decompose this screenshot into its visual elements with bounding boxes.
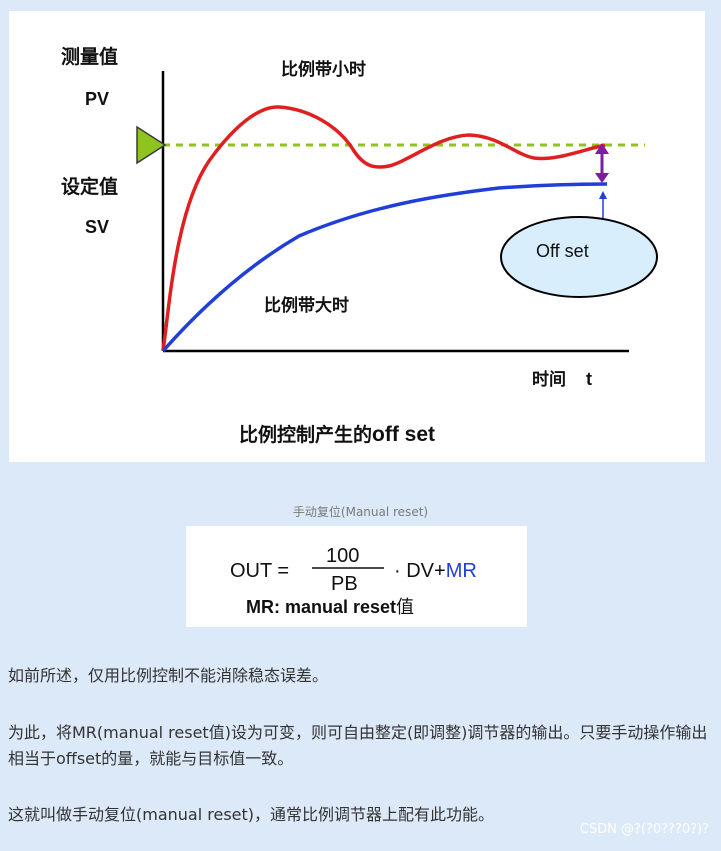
x-axis-symbol: t [586,369,592,389]
large-pb-label: 比例带大时 [264,295,349,316]
figure-caption: 手动复位(Manual reset) [292,505,429,519]
offset-arrow-up-icon [595,143,609,154]
offset-figure: 测量值 PV 设定值 SV 比例带小时 比例带大时 Off set 时间 t 比… [9,11,705,462]
y-label-measured: 测量值 [61,45,118,68]
paragraph-3: 这就叫做手动复位(manual reset)，通常比例调节器上配有此功能。 [8,805,495,824]
formula-lhs: OUT = [230,560,289,582]
formula-svg: OUT = 100 PB · DV+MR MR: manual reset值 [230,545,477,618]
x-axis-label: 时间 [532,369,566,390]
formula-note: MR: manual reset值 [246,597,414,618]
formula-tail: · DV+MR [394,560,477,582]
figure-title: 比例控制产生的off set [239,423,435,446]
paragraph-2: 为此，将MR(manual reset值)设为可变，则可自由整定(即调整)调节器… [8,723,708,768]
setpoint-marker-icon [136,125,167,165]
y-label-setpoint: 设定值 [61,175,118,198]
small-pb-curve [161,105,606,352]
offset-arrow-down-icon [595,173,609,183]
formula-numerator: 100 [326,545,359,567]
paragraph-1: 如前所述，仅用比例控制不能消除稳态误差。 [8,666,329,685]
small-pb-label: 比例带小时 [281,59,366,80]
pv-label: PV [85,89,109,109]
large-pb-curve [161,182,608,353]
offset-ellipse [500,216,658,298]
formula-box: OUT = 100 PB · DV+MR MR: manual reset值 [186,526,527,627]
offset-pointer-head-icon [599,191,607,199]
sv-label: SV [85,217,109,237]
formula-denominator: PB [331,573,358,595]
csdn-watermark: CSDN @?(?0???0?)? [579,822,709,837]
offset-diagram: 测量值 PV 设定值 SV 比例带小时 比例带大时 Off set 时间 t 比… [61,45,658,446]
offset-label: Off set [536,241,589,261]
